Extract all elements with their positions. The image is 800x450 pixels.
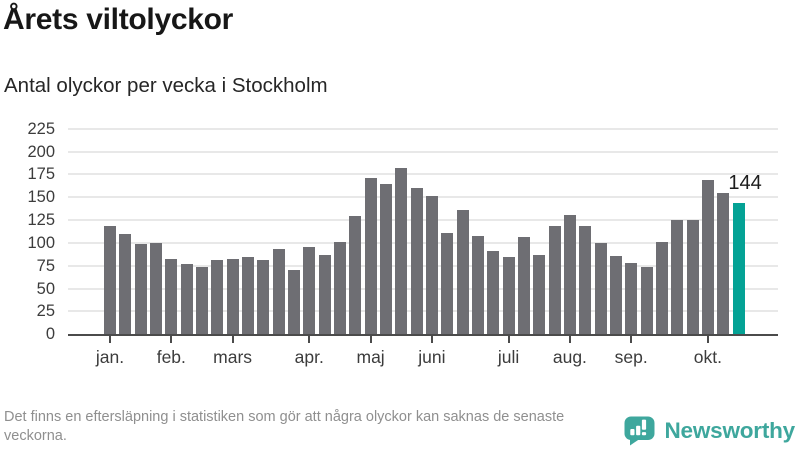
bar-week-21 [410, 188, 423, 335]
bar-week-39 [686, 220, 699, 335]
bar-week-36 [640, 266, 653, 335]
bar-week-33 [594, 242, 607, 335]
bar-week-10 [241, 256, 254, 335]
bar-week-40 [701, 179, 714, 335]
footnote: Det finns en eftersläpning i statistiken… [4, 409, 565, 444]
y-axis-label: 75 [36, 256, 55, 275]
newsworthy-wordmark: Newsworthy [664, 418, 795, 443]
bar-week-8 [211, 260, 224, 335]
x-axis-tick [170, 336, 173, 344]
y-axis-label: 100 [27, 233, 55, 252]
bar-week-23 [441, 232, 454, 335]
gridline [68, 150, 778, 153]
bar-week-16 [333, 241, 346, 335]
bar-week-1 [104, 225, 116, 335]
x-axis-label-jan: jan. [95, 347, 125, 367]
bar-week-31 [563, 215, 576, 335]
bar-week-17 [349, 216, 362, 335]
x-axis-label-apr: apr. [294, 347, 324, 367]
newsworthy-badge-icon [624, 416, 655, 446]
x-axis-tick [706, 336, 709, 344]
x-axis-tick [568, 336, 571, 344]
bar-week-7 [195, 266, 208, 335]
bar-week-25 [471, 235, 484, 335]
x-axis-tick [630, 336, 633, 344]
bar-week-11 [257, 260, 270, 335]
bar-week-30 [548, 225, 561, 335]
gridline [68, 127, 778, 130]
bar-week-19 [379, 183, 392, 335]
gridline [68, 173, 778, 176]
gridline [68, 219, 778, 222]
bar-week-28 [517, 237, 530, 335]
y-axis-label: 225 [27, 119, 55, 138]
x-axis-tick [308, 336, 311, 344]
bar-week-32 [579, 226, 592, 335]
bar-week-15 [318, 254, 331, 335]
x-axis-tick [231, 336, 234, 344]
gridline [68, 287, 778, 290]
y-axis-label: 125 [27, 211, 55, 230]
x-axis-label-aug: aug. [552, 347, 587, 367]
bar-week-5 [165, 259, 178, 335]
bar-week-4 [149, 242, 162, 335]
bar-week-27 [502, 256, 515, 335]
value-annotation: 144 [728, 172, 762, 194]
bar-week-41 [717, 192, 730, 335]
x-axis-label-juni: juni [418, 347, 446, 367]
newsworthy-logo: Newsworthy [624, 414, 795, 448]
x-axis-tick [109, 336, 111, 344]
bar-week-12 [272, 249, 285, 335]
x-axis-label-feb: feb. [156, 347, 186, 367]
y-axis-label: 175 [27, 165, 55, 184]
x-axis-tick [369, 336, 372, 344]
gridline [68, 241, 778, 244]
bar-week-22 [425, 196, 438, 335]
y-axis-label: 150 [27, 188, 55, 207]
chart-subtitle: Antal olyckor per vecka i Stockholm [4, 74, 328, 97]
bar-week-13 [287, 270, 300, 335]
x-axis-label-maj: maj [356, 347, 385, 367]
bar-week-29 [533, 254, 546, 335]
x-axis-label-okt: okt. [693, 347, 722, 367]
gridline [68, 196, 778, 199]
y-axis-label: 200 [27, 142, 55, 161]
y-axis-label: 50 [36, 279, 55, 298]
bar-week-26 [487, 251, 500, 335]
gridline [68, 264, 778, 267]
gridline [68, 310, 778, 313]
x-axis-label-juli: juli [497, 347, 520, 367]
x-axis-label-sep: sep. [614, 347, 648, 367]
chart-title: Årets viltolyckor [3, 3, 233, 36]
x-axis-tick [430, 336, 433, 344]
highlighted-bar [732, 202, 745, 335]
x-axis-tick [507, 336, 510, 344]
y-axis-label: 0 [45, 325, 55, 344]
bar-week-6 [180, 263, 193, 335]
bar-week-14 [303, 246, 316, 335]
bar-week-3 [134, 243, 147, 335]
bar-week-38 [671, 220, 684, 335]
bar-week-35 [625, 262, 638, 335]
bar-week-18 [364, 178, 377, 335]
bar-week-24 [456, 209, 469, 335]
bar-week-34 [609, 255, 622, 335]
bar-week-20 [395, 167, 408, 335]
bar-week-2 [119, 233, 132, 335]
x-axis-line [68, 333, 778, 337]
bar-week-9 [226, 259, 239, 335]
x-axis-label-mars: mars [213, 347, 253, 367]
bar-week-37 [655, 241, 668, 335]
y-axis-label: 25 [36, 302, 55, 321]
